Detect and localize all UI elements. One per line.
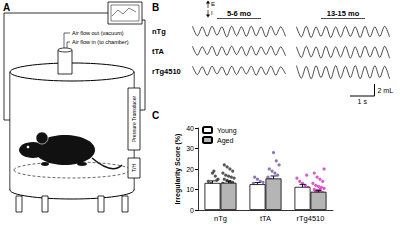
svg-text:0: 0 xyxy=(190,207,194,214)
svg-text:tTA: tTA xyxy=(152,47,165,56)
svg-text:40: 40 xyxy=(186,125,194,132)
svg-text:20: 20 xyxy=(186,166,194,173)
svg-text:2 mL: 2 mL xyxy=(378,87,394,94)
svg-text:rTg4510: rTg4510 xyxy=(152,67,181,76)
svg-text:10: 10 xyxy=(186,186,194,193)
svg-text:Irregularity Score (%): Irregularity Score (%) xyxy=(174,134,182,205)
svg-text:C: C xyxy=(152,110,159,121)
svg-text:Pressure Transducer: Pressure Transducer xyxy=(131,95,137,142)
svg-text:5-6 mo: 5-6 mo xyxy=(227,9,252,18)
svg-text:B: B xyxy=(152,2,159,13)
svg-text:Young: Young xyxy=(217,127,237,135)
svg-text:Air flow out (vacuum): Air flow out (vacuum) xyxy=(72,30,124,36)
svg-text:Aged: Aged xyxy=(217,137,233,145)
svg-text:nTg: nTg xyxy=(214,214,227,223)
svg-text:tTA: tTA xyxy=(260,214,271,223)
svg-text:rTg4510: rTg4510 xyxy=(297,214,325,223)
svg-text:I: I xyxy=(211,10,213,16)
svg-text:E: E xyxy=(211,1,215,7)
svg-text:1 s: 1 s xyxy=(358,98,368,105)
svg-text:Air flow in (to chamber): Air flow in (to chamber) xyxy=(72,39,129,45)
svg-text:13-15 mo: 13-15 mo xyxy=(327,9,360,18)
svg-text:A: A xyxy=(3,2,10,13)
svg-text:nTg: nTg xyxy=(152,27,166,36)
svg-text:30: 30 xyxy=(186,145,194,152)
svg-text:T/H: T/H xyxy=(131,164,137,172)
